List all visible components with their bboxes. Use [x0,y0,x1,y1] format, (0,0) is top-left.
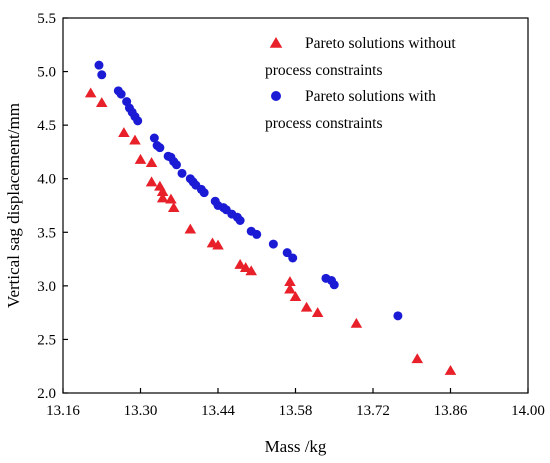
legend-label: process constraints [265,115,383,132]
triangle-point [167,202,180,213]
triangle-point [311,307,324,318]
triangle-point [300,301,313,312]
chart-marks [84,60,457,375]
x-tick-label: 13.86 [434,403,468,419]
legend-label: Pareto solutions without [305,35,456,52]
triangle-point [145,176,158,187]
circle-point [393,311,403,321]
circle-point [97,70,107,80]
triangle-point [245,265,257,276]
circle-point [288,253,298,263]
triangle-point [156,186,169,196]
triangle-point [444,365,457,375]
triangle-point [95,97,108,108]
y-tick-label: 2.5 [37,332,56,348]
triangle-point [145,157,158,168]
x-axis-title: Mass /kg [265,437,327,456]
triangle-point [411,353,424,364]
triangle-point [134,153,147,164]
circle-point [94,60,104,70]
y-tick-label: 4.0 [37,172,56,188]
y-tick-label: 5.5 [37,11,56,27]
y-tick-label: 3.0 [37,279,56,295]
circle-point [329,280,339,290]
circle-point [171,160,181,170]
x-tick-label: 14.00 [511,403,545,419]
triangle-point [165,193,177,204]
legend-circle-marker [271,91,281,101]
circle-point [282,248,292,258]
y-tick-label: 3.5 [37,225,56,241]
triangle-point [234,258,246,269]
circle-point [155,143,165,153]
triangle-point [284,283,296,294]
triangle-point [284,276,296,286]
x-tick-label: 13.58 [279,403,313,419]
circle-point [149,133,159,143]
triangle-point [212,239,224,250]
x-tick-label: 13.44 [201,403,235,419]
circle-point [268,239,278,249]
triangle-point [350,317,363,328]
legend-label: Pareto solutions with [305,88,436,105]
legend: Pareto solutions without process constrai… [265,35,456,132]
x-tick-label: 13.72 [356,403,390,419]
triangle-point [129,134,141,145]
triangle-point [84,87,97,98]
triangle-point [239,262,252,273]
y-axis-title: Vertical sag displacement/mm [4,103,23,308]
circle-point [133,116,143,126]
axis-ticks: 13.16 13.30 13.44 13.58 13.72 13.86 14.00 2.0 2.… [37,11,545,419]
triangle-point [184,223,197,234]
circle-point [235,216,245,225]
circle-point [252,229,262,239]
circle-point [116,89,126,99]
legend-triangle-marker [269,37,283,48]
triangle-point [118,127,130,138]
x-tick-label: 13.16 [46,403,80,419]
triangle-point [156,192,169,203]
circle-point [177,168,187,178]
y-tick-label: 2.0 [37,386,56,402]
circle-point [199,188,209,198]
x-tick-label: 13.30 [124,403,158,419]
y-tick-label: 5.0 [37,65,56,81]
legend-label: process constraints [265,62,383,79]
y-tick-label: 4.5 [37,118,56,134]
triangle-point [289,291,302,301]
